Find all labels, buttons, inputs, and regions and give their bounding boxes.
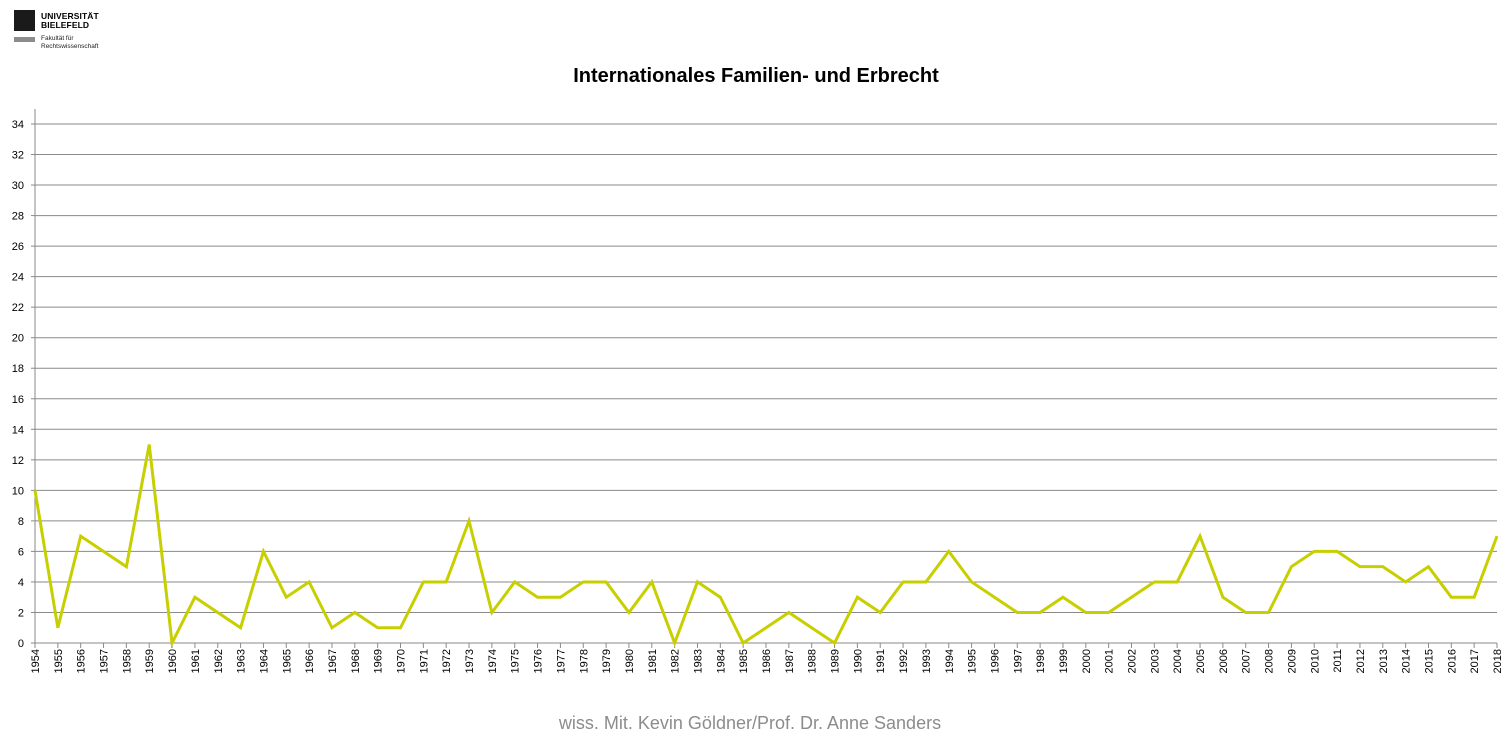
y-tick-label: 14 xyxy=(12,424,24,436)
x-tick-label: 1965 xyxy=(281,649,293,673)
x-tick-label: 1971 xyxy=(418,649,430,673)
y-tick-label: 24 xyxy=(12,272,24,284)
x-tick-label: 2005 xyxy=(1195,649,1207,673)
x-tick-label: 2017 xyxy=(1469,649,1481,673)
x-tick-label: 1984 xyxy=(715,649,727,673)
x-tick-label: 1974 xyxy=(487,649,499,673)
x-tick-label: 1967 xyxy=(327,649,339,673)
x-tick-label: 1995 xyxy=(967,649,979,673)
x-tick-label: 1978 xyxy=(578,649,590,673)
x-tick-label: 1972 xyxy=(441,649,453,673)
x-tick-label: 2000 xyxy=(1081,649,1093,673)
x-tick-label: 1992 xyxy=(898,649,910,673)
x-tick-label: 1968 xyxy=(350,649,362,673)
x-tick-label: 2011 xyxy=(1332,649,1344,673)
x-tick-label: 2002 xyxy=(1127,649,1139,673)
x-tick-label: 1970 xyxy=(396,649,408,673)
y-tick-label: 0 xyxy=(18,638,24,650)
x-tick-label: 2009 xyxy=(1286,649,1298,673)
chart-title: Internationales Familien- und Erbrecht xyxy=(573,65,939,87)
x-tick-label: 1996 xyxy=(989,649,1001,673)
x-tick-label: 2014 xyxy=(1401,649,1413,673)
footer-credits: wiss. Mit. Kevin Göldner/Prof. Dr. Anne … xyxy=(558,713,942,733)
y-tick-label: 10 xyxy=(12,485,24,497)
x-tick-label: 2016 xyxy=(1446,649,1458,673)
logo-faculty-line-1: Fakultät für xyxy=(41,35,74,42)
y-tick-label: 26 xyxy=(12,241,24,253)
x-tick-label: 1991 xyxy=(875,649,887,673)
x-tick-label: 1977 xyxy=(555,649,567,673)
y-tick-label: 32 xyxy=(12,150,24,162)
x-tick-label: 1998 xyxy=(1035,649,1047,673)
x-tick-label: 1983 xyxy=(692,649,704,673)
logo-university-name: UNIVERSITÄT BIELEFELD xyxy=(41,12,99,30)
y-tick-label: 18 xyxy=(12,363,24,375)
y-tick-label: 20 xyxy=(12,333,24,345)
x-tick-label: 2001 xyxy=(1104,649,1116,673)
y-tick-label: 16 xyxy=(12,394,24,406)
y-tick-label: 30 xyxy=(12,180,24,192)
x-tick-label: 2010 xyxy=(1309,649,1321,673)
university-logo: UNIVERSITÄT BIELEFELD Fakultät für Recht… xyxy=(14,10,114,54)
x-tick-label: 1999 xyxy=(1058,649,1070,673)
x-tick-label: 1963 xyxy=(236,649,248,673)
x-tick-label: 1980 xyxy=(624,649,636,673)
x-tick-label: 1960 xyxy=(167,649,179,673)
y-tick-label: 4 xyxy=(18,577,24,589)
x-tick-label: 1962 xyxy=(213,649,225,673)
x-tick-label: 1975 xyxy=(510,649,522,673)
x-tick-label: 1973 xyxy=(464,649,476,673)
logo-faculty: Fakultät für Rechtswissenschaft xyxy=(41,35,98,50)
x-tick-label: 1993 xyxy=(921,649,933,673)
x-tick-label: 2004 xyxy=(1172,649,1184,673)
x-tick-label: 2013 xyxy=(1378,649,1390,673)
x-tick-label: 1954 xyxy=(30,649,42,673)
y-tick-label: 12 xyxy=(12,455,24,467)
series-line xyxy=(33,444,1499,649)
logo-faculty-line-2: Rechtswissenschaft xyxy=(41,42,99,50)
x-tick-label: 1966 xyxy=(304,649,316,673)
x-tick-label: 2006 xyxy=(1218,649,1230,673)
x-tick-label: 1964 xyxy=(258,649,270,673)
x-tick-label: 1955 xyxy=(53,649,65,673)
y-tick-label: 2 xyxy=(18,607,24,619)
x-tick-label: 1969 xyxy=(373,649,385,673)
x-tick-label: 1986 xyxy=(761,649,773,673)
logo-square-icon xyxy=(14,10,35,31)
x-tick-label: 1981 xyxy=(647,649,659,673)
x-tick-label: 1997 xyxy=(1012,649,1024,673)
x-tick-label: 1990 xyxy=(852,649,864,673)
y-tick-label: 34 xyxy=(12,119,24,131)
x-tick-label: 2018 xyxy=(1492,649,1504,673)
x-tick-label: 1982 xyxy=(670,649,682,673)
x-tick-label: 1994 xyxy=(944,649,956,673)
x-tick-label: 1961 xyxy=(190,649,202,673)
x-tick-label: 2008 xyxy=(1264,649,1276,673)
y-tick-label: 6 xyxy=(18,546,24,558)
x-tick-label: 1959 xyxy=(144,649,156,673)
x-tick-label: 2012 xyxy=(1355,649,1367,673)
x-tick-label: 2007 xyxy=(1241,649,1253,673)
x-tick-label: 1988 xyxy=(807,649,819,673)
logo-line-2: BIELEFELD xyxy=(41,20,90,30)
logo-bar-icon xyxy=(14,37,35,42)
x-tick-label: 1987 xyxy=(784,649,796,673)
x-tick-label: 1976 xyxy=(533,649,545,673)
x-tick-label: 2015 xyxy=(1423,649,1435,673)
x-tick-label: 1985 xyxy=(738,649,750,673)
x-tick-label: 1957 xyxy=(99,649,111,673)
x-tick-label: 1958 xyxy=(121,649,133,673)
y-tick-label: 28 xyxy=(12,211,24,223)
x-tick-label: 1989 xyxy=(830,649,842,673)
x-tick-label: 1979 xyxy=(601,649,613,673)
y-tick-label: 22 xyxy=(12,302,24,314)
x-tick-label: 1956 xyxy=(76,649,88,673)
y-tick-label: 8 xyxy=(18,516,24,528)
x-tick-label: 2003 xyxy=(1149,649,1161,673)
logo-line-1: UNIVERSITÄT xyxy=(41,11,99,21)
